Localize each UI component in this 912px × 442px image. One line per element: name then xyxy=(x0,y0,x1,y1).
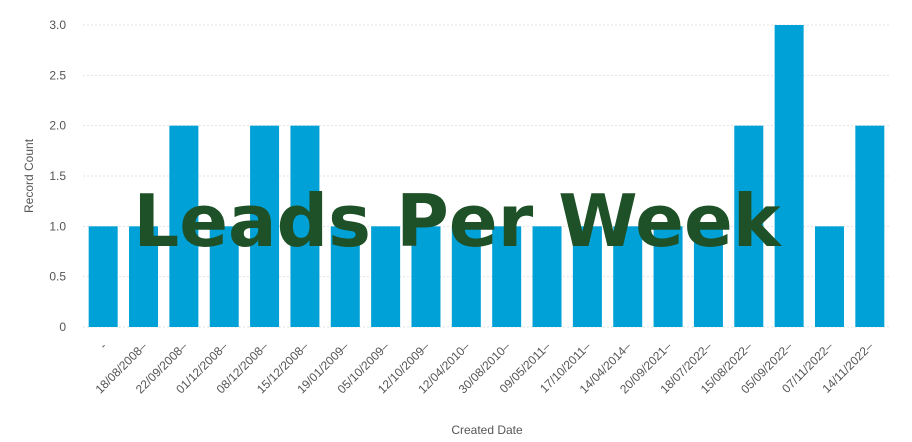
x-axis-label: Created Date xyxy=(451,423,523,437)
y-axis-ticks: 0 0.5 1.0 1.5 2.0 2.5 3.0 xyxy=(49,18,66,334)
bar[interactable] xyxy=(371,226,401,327)
gridlines xyxy=(83,24,890,328)
y-tick-label: 2.0 xyxy=(49,119,66,133)
x-axis-ticks: -18/08/2008–22/09/2008–01/12/2008–08/12/… xyxy=(93,339,877,396)
bar[interactable] xyxy=(774,25,804,327)
bar[interactable] xyxy=(129,226,159,327)
bar[interactable] xyxy=(330,226,360,327)
bar[interactable] xyxy=(451,226,481,327)
bar[interactable] xyxy=(532,226,562,327)
bar[interactable] xyxy=(250,125,280,328)
bar[interactable] xyxy=(855,125,885,328)
y-tick-label: 0 xyxy=(59,320,66,334)
bar[interactable] xyxy=(693,226,723,327)
bar[interactable] xyxy=(88,226,118,327)
bar[interactable] xyxy=(290,125,320,328)
y-tick-label: 1.0 xyxy=(49,219,66,233)
y-tick-label: 1.5 xyxy=(49,169,66,183)
bar[interactable] xyxy=(411,226,441,327)
bar[interactable] xyxy=(613,226,643,327)
chart-title: Leads Per Week xyxy=(133,179,782,263)
bar[interactable] xyxy=(814,226,844,327)
y-tick-label: 3.0 xyxy=(49,18,66,32)
bar[interactable] xyxy=(209,226,239,327)
bar[interactable] xyxy=(653,226,683,327)
bar[interactable] xyxy=(572,226,602,327)
bar[interactable] xyxy=(169,125,199,328)
bar[interactable] xyxy=(492,226,522,327)
y-axis-label: Record Count xyxy=(22,138,36,213)
y-tick-label: 2.5 xyxy=(49,68,66,82)
bars xyxy=(88,25,885,328)
bar[interactable] xyxy=(734,125,764,328)
x-tick-label: - xyxy=(97,339,110,352)
y-tick-label: 0.5 xyxy=(49,270,66,284)
